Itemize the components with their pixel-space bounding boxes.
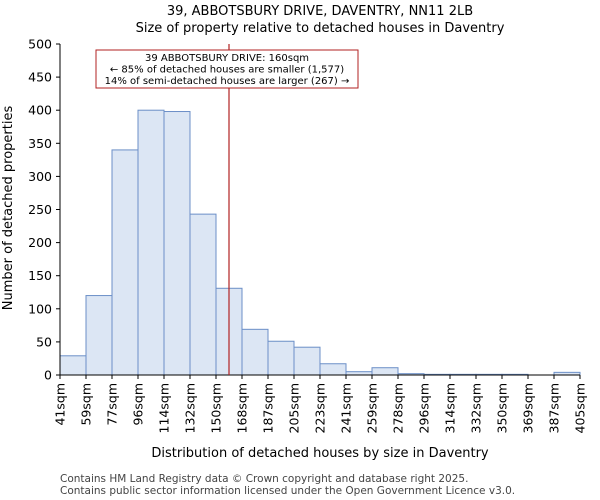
y-axis-label: Number of detached properties [1, 106, 16, 311]
y-tick-label: 0 [44, 368, 52, 383]
bar-187sqm [267, 340, 295, 376]
footer-line1: Contains HM Land Registry data © Crown c… [60, 473, 468, 485]
annotation-line1: 39 ABBOTSBURY DRIVE: 160sqm [145, 53, 309, 64]
bar-77sqm [111, 149, 139, 376]
x-tick-label: 150sqm [209, 383, 224, 433]
x-tick-label: 132sqm [183, 383, 198, 433]
bar-114sqm [163, 111, 191, 376]
x-tick-label: 314sqm [443, 383, 458, 433]
chart-title-line2: Size of property relative to detached ho… [136, 21, 505, 36]
bar-41sqm [59, 355, 87, 376]
bar-96sqm [137, 109, 165, 376]
y-tick-label: 250 [28, 202, 52, 217]
x-tick-label: 259sqm [365, 383, 380, 433]
x-tick-label: 59sqm [79, 383, 94, 426]
bar-168sqm [241, 328, 269, 376]
y-tick-label: 300 [28, 169, 52, 184]
y-tick-label: 450 [28, 70, 52, 85]
chart-title-line1: 39, ABBOTSBURY DRIVE, DAVENTRY, NN11 2LB [167, 4, 473, 19]
x-tick-label: 278sqm [391, 383, 406, 433]
bars-group [59, 109, 581, 376]
y-axis: 0 50 100 150 200 250 300 350 400 450 500 [28, 37, 61, 383]
x-tick-label: 114sqm [157, 383, 172, 433]
x-tick-label: 223sqm [313, 383, 328, 433]
bar-259sqm [371, 367, 399, 376]
x-tick-label: 332sqm [469, 383, 484, 433]
annotation-line2: ← 85% of detached houses are smaller (1,… [110, 65, 344, 76]
property-marker: 39 ABBOTSBURY DRIVE: 160sqm← 85% of deta… [95, 44, 359, 375]
x-tick-label: 387sqm [547, 383, 562, 433]
x-tick-label: 369sqm [521, 383, 536, 433]
x-tick-label: 96sqm [131, 383, 146, 426]
x-tick-label: 296sqm [417, 383, 432, 433]
x-axis: 41sqm 59sqm 77sqm 96sqm 114sqm 132sqm 150sqm 16… [53, 374, 588, 433]
x-tick-label: 187sqm [261, 383, 276, 433]
y-tick-label: 500 [28, 37, 52, 52]
annotation-line3: 14% of semi-detached houses are larger (… [105, 76, 350, 87]
y-tick-label: 150 [28, 268, 52, 283]
x-tick-label: 241sqm [339, 383, 354, 433]
x-tick-label: 168sqm [235, 383, 250, 433]
footer-line2: Contains public sector information licen… [60, 485, 515, 497]
y-tick-label: 350 [28, 136, 52, 151]
annotation-box [95, 49, 359, 89]
y-tick-label: 100 [28, 301, 52, 316]
x-tick-label: 350sqm [495, 383, 510, 433]
bar-59sqm [85, 295, 113, 376]
bar-205sqm [293, 346, 321, 376]
y-tick-label: 50 [36, 334, 52, 349]
x-tick-label: 405sqm [573, 383, 588, 433]
x-tick-label: 41sqm [53, 383, 68, 426]
x-tick-label: 77sqm [105, 383, 120, 426]
x-axis-label: Distribution of detached houses by size … [151, 446, 489, 461]
y-tick-label: 400 [28, 103, 52, 118]
x-tick-label: 205sqm [287, 383, 302, 433]
bar-223sqm [319, 363, 347, 376]
y-tick-label: 200 [28, 235, 52, 250]
bar-132sqm [189, 213, 217, 376]
